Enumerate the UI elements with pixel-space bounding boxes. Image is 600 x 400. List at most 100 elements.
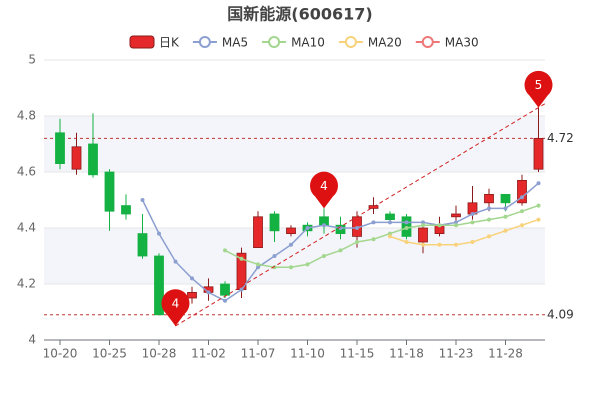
- legend-swatch: [268, 36, 281, 48]
- ma-point: [520, 209, 524, 214]
- ma-point: [454, 220, 458, 225]
- marker-label: 5: [535, 78, 543, 92]
- y-tick-label: 4.4: [17, 221, 36, 235]
- candle-body: [385, 213, 395, 220]
- ma-point: [454, 223, 458, 228]
- ma-point: [140, 198, 145, 202]
- ma-point: [289, 265, 293, 270]
- ma-point: [206, 290, 211, 295]
- candle-body: [533, 137, 544, 170]
- marker-pin: [161, 289, 190, 326]
- x-tick-label: 10-20: [43, 347, 78, 361]
- candle-body: [484, 193, 494, 204]
- x-tick-label: 11-10: [290, 347, 325, 361]
- legend-label: MA10: [291, 36, 325, 50]
- ma-line: [224, 204, 539, 268]
- legend-swatch: [198, 36, 211, 48]
- ma-point: [223, 248, 227, 253]
- ma-point: [421, 220, 425, 225]
- legend-item: MA20: [338, 36, 402, 50]
- marker-label: 4: [320, 179, 328, 193]
- ma-point: [322, 254, 326, 258]
- ma-point: [305, 226, 310, 230]
- ma-point: [305, 262, 310, 267]
- reference-label: 4.09: [547, 307, 574, 321]
- ma-point: [388, 220, 392, 225]
- ma-point: [190, 276, 194, 281]
- legend-label: MA30: [445, 36, 479, 50]
- ma-point: [536, 203, 541, 208]
- trend-line: [175, 103, 546, 327]
- ma-point: [239, 256, 244, 261]
- candle-body: [154, 255, 164, 316]
- ma-point: [470, 240, 475, 244]
- ma-point: [388, 234, 392, 239]
- legend-label: MA5: [222, 36, 248, 50]
- ma-point: [503, 214, 508, 219]
- ma-point: [421, 223, 425, 228]
- ma-point: [355, 240, 359, 244]
- ma-point: [322, 223, 326, 228]
- candle-body: [418, 227, 428, 243]
- ma-point: [371, 220, 376, 225]
- ma-point: [437, 223, 442, 228]
- y-tick-label: 4.6: [17, 165, 36, 179]
- ma-point: [437, 242, 442, 247]
- x-tick-label: 11-02: [191, 347, 226, 361]
- ma-point: [388, 231, 392, 236]
- ma-point: [520, 195, 524, 200]
- ma-point: [173, 259, 178, 264]
- ma-point: [223, 298, 227, 303]
- ma-line: [389, 218, 539, 246]
- ma-point: [404, 240, 409, 244]
- ma-point: [272, 265, 277, 270]
- y-tick-label: 5: [28, 53, 36, 67]
- x-tick-label: 10-25: [92, 347, 127, 361]
- legend-swatch: [421, 36, 434, 48]
- ma-point: [239, 287, 244, 292]
- plot-band: [44, 116, 545, 172]
- reference-label: 4.72: [547, 131, 574, 145]
- ma-point: [470, 220, 475, 225]
- y-tick-label: 4: [28, 333, 36, 347]
- candle-body: [286, 227, 296, 234]
- ma-point: [256, 262, 260, 267]
- ma-point: [371, 237, 376, 242]
- candle-body: [121, 205, 131, 215]
- candle-body: [500, 193, 511, 204]
- x-tick-label: 11-18: [389, 347, 424, 361]
- candle-body: [104, 171, 115, 212]
- legend-item: 日K: [129, 35, 180, 50]
- ma-point: [487, 206, 491, 211]
- chart-title: 国新能源(600617): [227, 5, 372, 24]
- ma-point: [355, 226, 359, 230]
- y-tick-label: 4.8: [17, 109, 36, 123]
- x-tick-label: 11-23: [439, 347, 474, 361]
- legend-item: MA10: [262, 36, 325, 50]
- legend-item: MA5: [192, 36, 248, 50]
- marker-pin: [310, 171, 339, 209]
- candle-body: [55, 132, 65, 165]
- legend-label: MA20: [368, 36, 402, 50]
- ma-point: [404, 220, 409, 225]
- candle-body: [269, 213, 280, 232]
- ma-point: [487, 217, 491, 222]
- ma-point: [503, 206, 508, 211]
- ma-point: [338, 248, 343, 253]
- candle-body: [517, 179, 527, 204]
- candle-body: [451, 213, 461, 218]
- ma-point: [487, 234, 491, 239]
- ma-point: [470, 212, 475, 216]
- ma-point: [272, 254, 277, 258]
- ma-point: [520, 223, 524, 228]
- ma-point: [536, 217, 541, 222]
- ma-point: [256, 265, 260, 270]
- x-tick-label: 10-28: [142, 347, 177, 361]
- candle-body: [253, 216, 263, 249]
- legend-item: MA30: [415, 36, 479, 50]
- legend-label: 日K: [159, 36, 180, 50]
- candle-body: [71, 146, 82, 170]
- marker-pin: [524, 70, 553, 108]
- candle-body: [137, 233, 148, 257]
